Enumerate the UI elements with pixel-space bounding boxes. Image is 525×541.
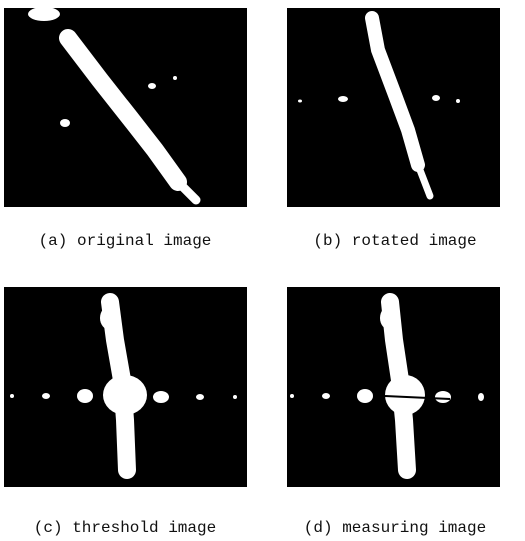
caption: (d) measuring image — [304, 519, 486, 537]
panel-c-image — [4, 287, 247, 487]
blob — [338, 96, 348, 102]
blob — [357, 389, 373, 403]
blob — [456, 99, 460, 103]
caption: (b) rotated image — [313, 232, 476, 250]
blob — [435, 391, 451, 403]
panel-d-image — [287, 287, 500, 487]
blob — [196, 394, 204, 400]
blob — [42, 393, 50, 399]
blob — [380, 306, 400, 330]
blob — [148, 83, 156, 89]
caption: (a) original image — [39, 232, 212, 250]
center-blob — [385, 375, 425, 415]
blob — [28, 7, 60, 21]
center-blob — [103, 375, 147, 415]
blob — [478, 393, 484, 401]
blob — [432, 95, 440, 101]
blob — [153, 391, 169, 403]
blob — [60, 119, 70, 127]
panel-a-image — [4, 7, 247, 207]
blob — [233, 395, 237, 399]
blob — [77, 389, 93, 403]
blob — [10, 394, 14, 398]
caption: (c) threshold image — [34, 519, 216, 537]
blob — [100, 306, 120, 330]
blob — [290, 394, 294, 398]
panel-b-image — [287, 8, 500, 207]
blob — [173, 76, 177, 80]
figure: (a) original image (b) rotated image (c)… — [0, 0, 525, 541]
page: {"figure": {"panels": [ {"caption": "(a)… — [0, 0, 525, 541]
blob — [298, 100, 302, 103]
blob — [322, 393, 330, 399]
